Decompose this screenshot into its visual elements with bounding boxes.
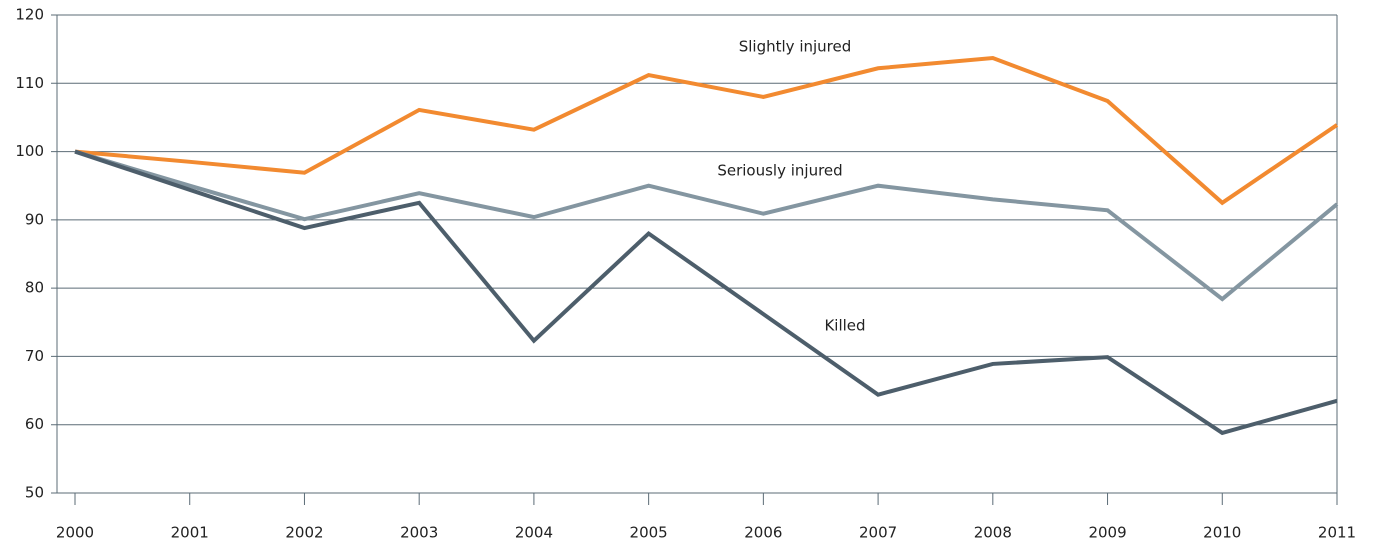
x-tick-label: 2011 — [1318, 524, 1356, 542]
y-tick-label: 60 — [25, 415, 44, 433]
y-tick-label: 100 — [15, 142, 44, 160]
x-tick-label: 2009 — [1088, 524, 1126, 542]
x-tick-label: 2007 — [859, 524, 897, 542]
x-tick-label: 2000 — [56, 524, 94, 542]
series-label: Slightly injured — [739, 38, 852, 56]
line-series — [74, 55, 1339, 206]
x-tick-label: 2004 — [515, 524, 553, 542]
y-tick-label: 70 — [25, 347, 44, 365]
series-label: Seriously injured — [717, 162, 842, 180]
x-tick-label: 2001 — [171, 524, 209, 542]
y-tick-label: 80 — [25, 279, 44, 297]
x-tick-label: 2003 — [400, 524, 438, 542]
y-tick-label: 120 — [15, 6, 44, 24]
x-tick-label: 2008 — [974, 524, 1012, 542]
y-tick-label: 110 — [15, 74, 44, 92]
line-series — [74, 149, 1339, 302]
x-tick-label: 2006 — [744, 524, 782, 542]
x-tick-label: 2010 — [1203, 524, 1241, 542]
x-tick-label: 2005 — [630, 524, 668, 542]
x-tick-label: 2002 — [285, 524, 323, 542]
y-tick-label: 90 — [25, 210, 44, 228]
y-tick-label: 50 — [25, 484, 44, 502]
line-series — [74, 149, 1338, 436]
series-label: Killed — [824, 317, 865, 335]
